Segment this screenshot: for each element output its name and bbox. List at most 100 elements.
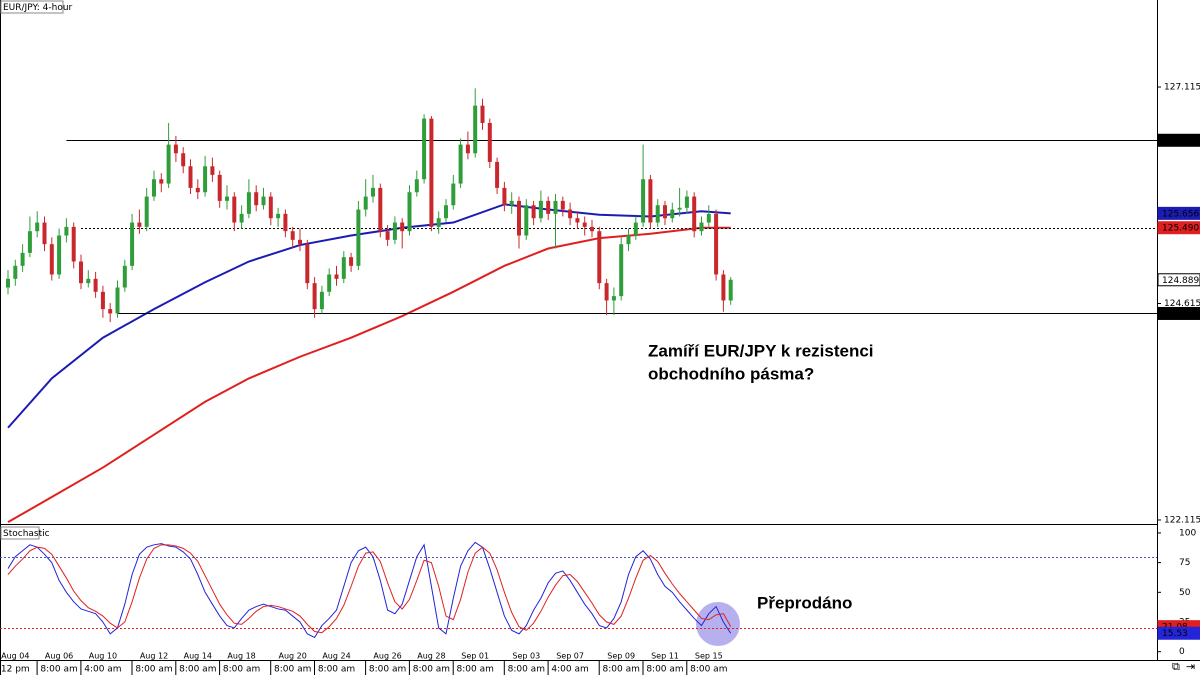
candle-body	[590, 226, 594, 232]
candle-body	[203, 166, 208, 193]
candle-body	[6, 278, 10, 288]
candle-body	[407, 192, 412, 232]
x-time-label: 8:00 am	[508, 665, 545, 675]
pane-title: Stochastic	[3, 529, 50, 539]
candle-body	[290, 231, 295, 240]
candle-body	[130, 222, 135, 266]
y-tick-label: 100	[1179, 528, 1196, 538]
last-value-label-box	[1157, 626, 1200, 640]
candle-body	[553, 200, 558, 214]
level-label: 126.500	[1162, 136, 1199, 146]
candle-body	[538, 200, 543, 219]
candle-body	[246, 192, 251, 214]
moving-average	[7, 226, 731, 524]
candle-body	[444, 205, 448, 219]
x-date-label: Aug 12	[140, 652, 168, 661]
annotation: Zamíří EUR/JPY k rezistenci	[648, 341, 874, 360]
candle-body	[49, 244, 54, 275]
candle-body	[334, 274, 339, 279]
x-date-label: Aug 24	[322, 652, 350, 661]
candle-body	[144, 196, 149, 227]
candle-body	[181, 153, 186, 167]
candle-body	[225, 196, 229, 201]
x-date-label: Aug 18	[227, 652, 255, 661]
candle-body	[706, 213, 711, 223]
candle-body	[254, 192, 259, 206]
x-time-label: 8:00 am	[40, 665, 77, 675]
x-date-label: Aug 10	[89, 652, 117, 661]
candle-body	[363, 196, 368, 210]
candle-body	[429, 118, 434, 227]
last-value-label: 15.53	[1162, 629, 1188, 639]
x-time-label: 4:00 am	[551, 665, 588, 675]
candle-body	[298, 239, 302, 245]
x-time-label: 12 pm	[1, 665, 30, 675]
x-date-label: Aug 20	[279, 652, 307, 661]
candle-body	[692, 196, 697, 232]
candle-body	[414, 179, 419, 193]
candle-body	[93, 278, 98, 292]
chart-title: EUR/JPY: 4-hour	[3, 3, 73, 13]
candle-body	[648, 179, 653, 223]
stochastic-line	[7, 544, 732, 634]
x-date-label: Aug 26	[373, 652, 401, 661]
x-date-label: Aug 14	[184, 652, 212, 661]
candle-body	[64, 226, 69, 236]
candle-body	[86, 278, 91, 284]
icon[interactable]: ⧉	[1172, 660, 1180, 673]
candle-body	[166, 144, 171, 184]
candle-body	[422, 118, 427, 180]
candle-body	[232, 196, 237, 223]
candle-body	[115, 287, 120, 314]
x-time-label: 4:00 am	[84, 665, 121, 675]
candle-body	[633, 222, 638, 236]
candle-body	[473, 105, 478, 154]
candle-body	[239, 213, 244, 223]
candle-body	[392, 222, 397, 240]
candle-body	[663, 205, 667, 219]
highlight	[696, 602, 740, 646]
x-time-label: 8:00 am	[457, 665, 494, 675]
candle-body	[458, 144, 463, 184]
candle-body	[137, 222, 142, 227]
y-tick-label: 127.115	[1164, 83, 1200, 93]
x-time-label: 8:00 am	[274, 665, 311, 675]
x-time-label: 8:00 am	[603, 665, 640, 675]
x-date-label: Sep 09	[607, 652, 635, 661]
candle-body	[575, 218, 580, 223]
candle-body	[604, 283, 609, 301]
candle-body	[20, 252, 25, 266]
y-tick-label: 124.615	[1164, 299, 1200, 309]
candle-body	[13, 265, 18, 279]
x-time-label: 8:00 am	[318, 665, 355, 675]
icon[interactable]: ⇥	[1186, 660, 1195, 673]
ma-label: 125.656	[1162, 209, 1199, 219]
candle-body	[152, 179, 156, 197]
x-date-label: Aug 06	[45, 652, 73, 661]
candle-body	[597, 231, 602, 284]
candle-body	[524, 205, 529, 236]
candle-body	[480, 105, 485, 123]
candle-body	[641, 179, 646, 223]
x-time-label: 8:00 am	[413, 665, 450, 675]
candle-body	[684, 196, 689, 208]
candle-body	[341, 257, 346, 279]
candle-body	[283, 213, 288, 232]
x-time-label: 8:00 am	[223, 665, 260, 675]
candle-body	[71, 226, 76, 262]
title-box	[0, 0, 64, 14]
x-date-label: Sep 03	[512, 652, 540, 661]
candle-body	[619, 244, 624, 297]
candle-body	[670, 209, 675, 219]
level-label-box	[1157, 306, 1200, 320]
level-label: 124.500	[1162, 309, 1199, 319]
last-price-label: 124.889	[1162, 276, 1199, 286]
y-tick-label: 75	[1179, 558, 1190, 568]
candle-body	[195, 187, 200, 193]
x-time-label: 8:00 am	[646, 665, 683, 675]
x-time-label: 8:00 am	[369, 665, 406, 675]
annotation: obchodního pásma?	[648, 364, 814, 383]
candle-body	[356, 209, 361, 266]
